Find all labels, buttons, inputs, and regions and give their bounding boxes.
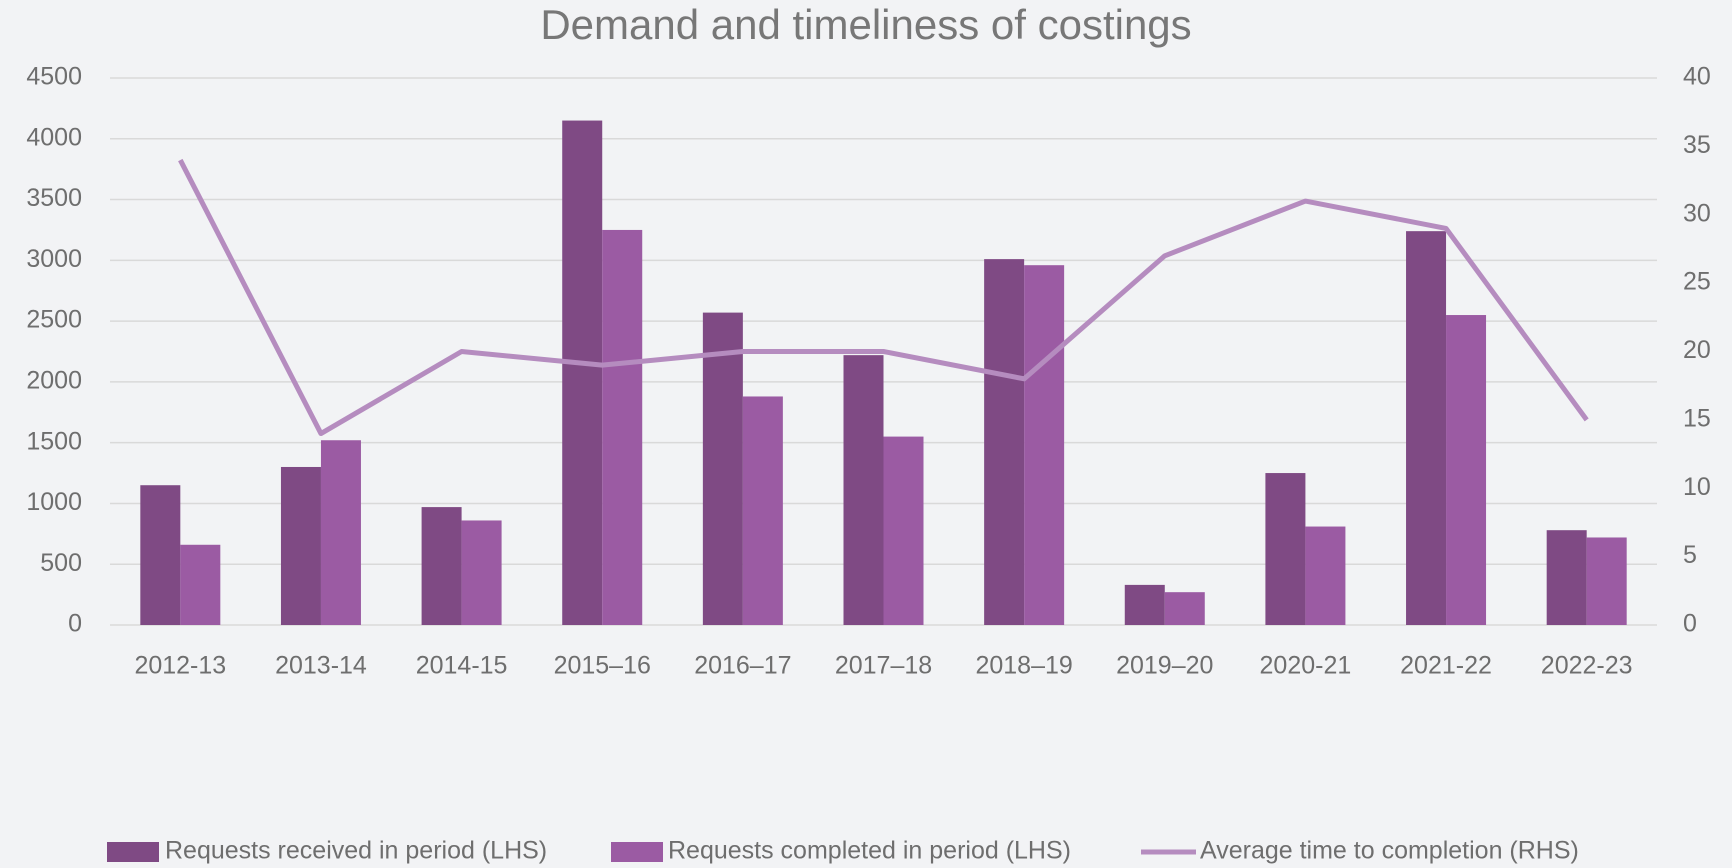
- legend-label: Requests completed in period (LHS): [668, 837, 1071, 865]
- y-tick-label: 3000: [26, 245, 82, 273]
- bar: [1546, 530, 1587, 625]
- x-tick-label: 2013-14: [275, 652, 367, 680]
- bar: [562, 120, 603, 626]
- bar: [1265, 473, 1306, 625]
- y2-tick-label: 10: [1683, 473, 1711, 501]
- bar: [984, 259, 1025, 625]
- y-tick-label: 3500: [26, 184, 82, 212]
- y-tick-label: 500: [40, 549, 82, 577]
- line-series: [178, 158, 1589, 437]
- y2-tick-label: 0: [1683, 610, 1697, 638]
- bar: [1406, 231, 1447, 625]
- bar: [1305, 526, 1346, 625]
- bar: [320, 440, 361, 625]
- legend-label: Average time to completion (RHS): [1200, 837, 1579, 865]
- x-tick-label: 2016–17: [694, 652, 791, 680]
- bar: [602, 229, 643, 625]
- legend-swatch: [611, 842, 663, 862]
- legend-label: Requests received in period (LHS): [165, 837, 547, 865]
- x-tick-label: 2012-13: [134, 652, 226, 680]
- bar: [1164, 592, 1205, 625]
- y-tick-label: 4000: [26, 123, 82, 151]
- y2-tick-label: 20: [1683, 336, 1711, 364]
- x-tick-label: 2014-15: [416, 652, 508, 680]
- x-tick-label: 2018–19: [975, 652, 1072, 680]
- x-tick-label: 2015–16: [554, 652, 651, 680]
- bar: [1446, 315, 1487, 625]
- x-tick-label: 2022-23: [1541, 652, 1633, 680]
- bar: [280, 466, 321, 625]
- y2-tick-label: 30: [1683, 199, 1711, 227]
- y2-tick-label: 25: [1683, 268, 1711, 296]
- y-tick-label: 2000: [26, 366, 82, 394]
- x-tick-label: 2017–18: [835, 652, 932, 680]
- bar: [180, 544, 221, 625]
- y-tick-label: 2500: [26, 306, 82, 334]
- y2-tick-label: 35: [1683, 131, 1711, 159]
- x-tick-label: 2019–20: [1116, 652, 1213, 680]
- bar: [742, 396, 783, 625]
- bar: [1586, 537, 1627, 625]
- y2-tick-label: 15: [1683, 404, 1711, 432]
- bar: [843, 355, 884, 625]
- x-tick-label: 2020-21: [1260, 652, 1352, 680]
- bar: [1124, 584, 1165, 625]
- y-tick-label: 0: [68, 610, 82, 638]
- bar: [702, 312, 743, 625]
- y-tick-label: 1000: [26, 488, 82, 516]
- bar: [883, 436, 924, 625]
- legend-swatch: [107, 842, 159, 862]
- y-tick-label: 4500: [26, 63, 82, 91]
- bar: [140, 485, 181, 625]
- bar: [421, 507, 462, 625]
- y2-tick-label: 5: [1683, 541, 1697, 569]
- x-tick-label: 2021-22: [1400, 652, 1492, 680]
- chart-title: Demand and timeliness of costings: [540, 1, 1191, 48]
- bar: [1024, 265, 1065, 625]
- bar: [461, 520, 502, 625]
- y2-tick-label: 40: [1683, 63, 1711, 91]
- y-tick-label: 1500: [26, 427, 82, 455]
